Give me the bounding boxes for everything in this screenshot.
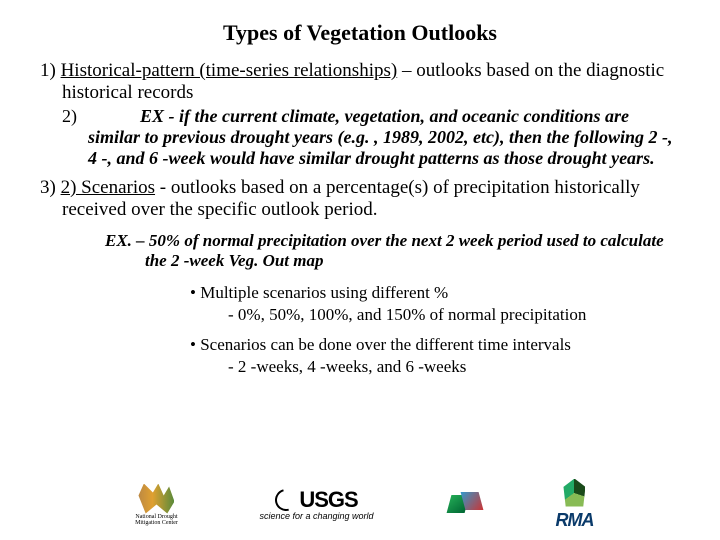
subbullet-2: - 2 -weeks, 4 -weeks, and 6 -weeks <box>40 357 680 377</box>
slide-content: Types of Vegetation Outlooks 1) Historic… <box>0 0 720 387</box>
logo-row: National Drought Mitigation Center USGS … <box>0 477 720 532</box>
usgs-subtitle: science for a changing world <box>259 511 373 521</box>
item1-underline: Historical-pattern (time-series relation… <box>61 60 398 81</box>
rma-text: RMA <box>555 510 593 531</box>
list-item-3: 3) 2) Scenarios - outlooks based on a pe… <box>40 177 680 221</box>
bullet-2: • Scenarios can be done over the differe… <box>40 335 680 355</box>
item3-number: 3) <box>40 177 56 198</box>
example-2: EX. – 50% of normal precipitation over t… <box>40 231 680 271</box>
item1-number: 1) <box>40 60 56 81</box>
list-item-1: 1) Historical-pattern (time-series relat… <box>40 60 680 104</box>
item3-underline: 2) Scenarios <box>61 177 155 198</box>
bullet-1: • Multiple scenarios using different % <box>40 283 680 303</box>
ndmc-icon <box>138 484 174 514</box>
ndmc-label: National Drought Mitigation Center <box>126 514 186 526</box>
usgs-logo: USGS science for a changing world <box>259 489 373 521</box>
usgs-text: USGS <box>299 489 357 511</box>
subbullet-1: - 0%, 50%, 100%, and 150% of normal prec… <box>40 305 680 325</box>
rma-icon <box>563 479 585 507</box>
item2-body: EX - if the current climate, vegetation,… <box>88 106 673 168</box>
ndmc-logo: National Drought Mitigation Center <box>126 484 186 526</box>
rma-logo: RMA <box>555 479 593 531</box>
cig-logo <box>447 490 483 520</box>
usgs-icon: USGS <box>275 489 357 511</box>
item2-number: 2) <box>62 106 77 126</box>
list-item-2: 2) EX - if the current climate, vegetati… <box>40 106 680 169</box>
cig-icon <box>447 490 483 520</box>
slide-title: Types of Vegetation Outlooks <box>40 20 680 46</box>
